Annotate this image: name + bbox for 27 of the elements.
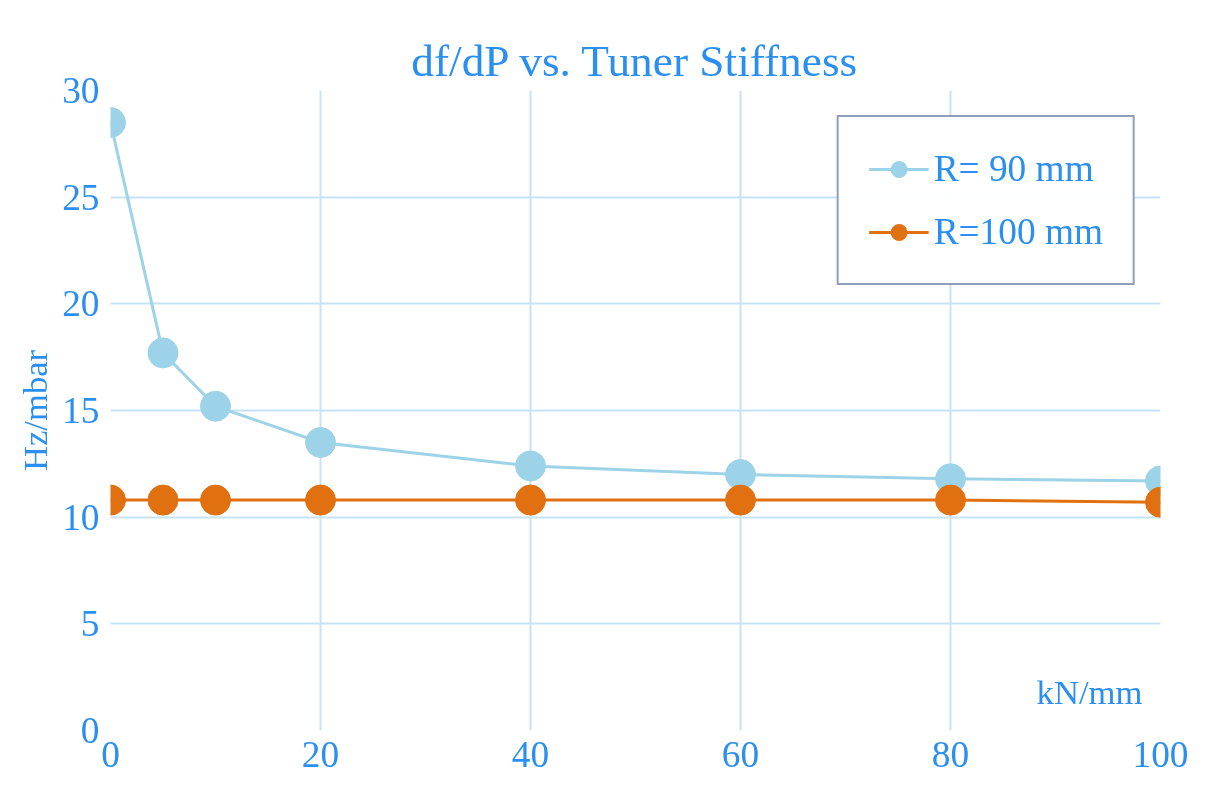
x-tick-label: 40 — [511, 733, 550, 775]
x-tick-label: 60 — [721, 733, 760, 775]
y-tick-label: 10 — [62, 496, 100, 538]
point — [725, 484, 756, 516]
x-tick-label: 20 — [301, 733, 340, 775]
legend-label: R=100 mm — [933, 210, 1103, 253]
point — [200, 484, 231, 516]
legend-label: R= 90 mm — [933, 147, 1094, 190]
y-axis-title: Hz/mbar — [16, 349, 55, 472]
y-tick-label: 30 — [62, 70, 100, 111]
y-tick-label: 25 — [62, 176, 100, 218]
x-tick-label: 80 — [931, 733, 970, 775]
y-tick-label: 5 — [80, 603, 100, 645]
point — [305, 427, 336, 458]
point — [515, 450, 546, 482]
point — [935, 484, 966, 516]
y-tick-label: 20 — [62, 283, 100, 325]
point — [200, 390, 231, 422]
x-tick-label: 100 — [1132, 733, 1189, 775]
chart-title: df/dP vs. Tuner Stiffness — [411, 35, 858, 86]
point — [147, 337, 179, 369]
y-tick-label: 15 — [62, 390, 100, 431]
point — [725, 459, 756, 490]
point — [305, 484, 336, 516]
x-axis-title: kN/mm — [1036, 672, 1143, 711]
point — [515, 484, 546, 516]
point — [147, 484, 179, 516]
